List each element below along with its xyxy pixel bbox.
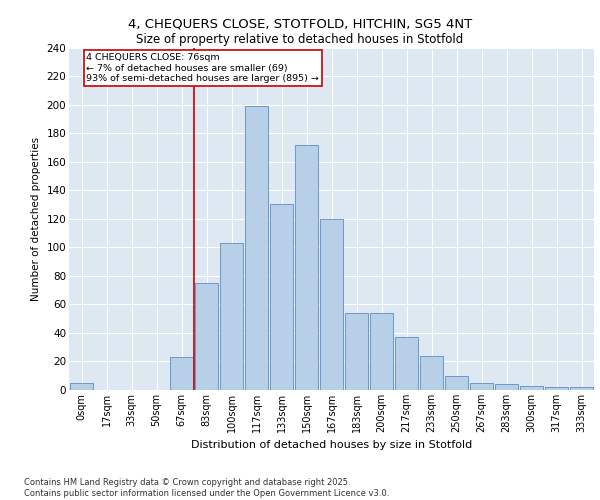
- Bar: [245, 106, 268, 390]
- Bar: [545, 387, 568, 390]
- Bar: [70, 383, 94, 390]
- Bar: [419, 356, 443, 390]
- Bar: [295, 144, 319, 390]
- Bar: [445, 376, 469, 390]
- Text: Size of property relative to detached houses in Stotfold: Size of property relative to detached ho…: [136, 32, 464, 46]
- Bar: [395, 337, 418, 390]
- Bar: [220, 243, 244, 390]
- Text: 4, CHEQUERS CLOSE, STOTFOLD, HITCHIN, SG5 4NT: 4, CHEQUERS CLOSE, STOTFOLD, HITCHIN, SG…: [128, 18, 472, 30]
- X-axis label: Distribution of detached houses by size in Stotfold: Distribution of detached houses by size …: [191, 440, 472, 450]
- Bar: [494, 384, 518, 390]
- Bar: [320, 219, 343, 390]
- Bar: [470, 383, 493, 390]
- Bar: [569, 387, 593, 390]
- Bar: [170, 357, 193, 390]
- Bar: [344, 313, 368, 390]
- Bar: [370, 313, 394, 390]
- Y-axis label: Number of detached properties: Number of detached properties: [31, 136, 41, 301]
- Text: 4 CHEQUERS CLOSE: 76sqm
← 7% of detached houses are smaller (69)
93% of semi-det: 4 CHEQUERS CLOSE: 76sqm ← 7% of detached…: [86, 53, 319, 83]
- Bar: [269, 204, 293, 390]
- Bar: [520, 386, 544, 390]
- Bar: [194, 283, 218, 390]
- Text: Contains HM Land Registry data © Crown copyright and database right 2025.
Contai: Contains HM Land Registry data © Crown c…: [24, 478, 389, 498]
